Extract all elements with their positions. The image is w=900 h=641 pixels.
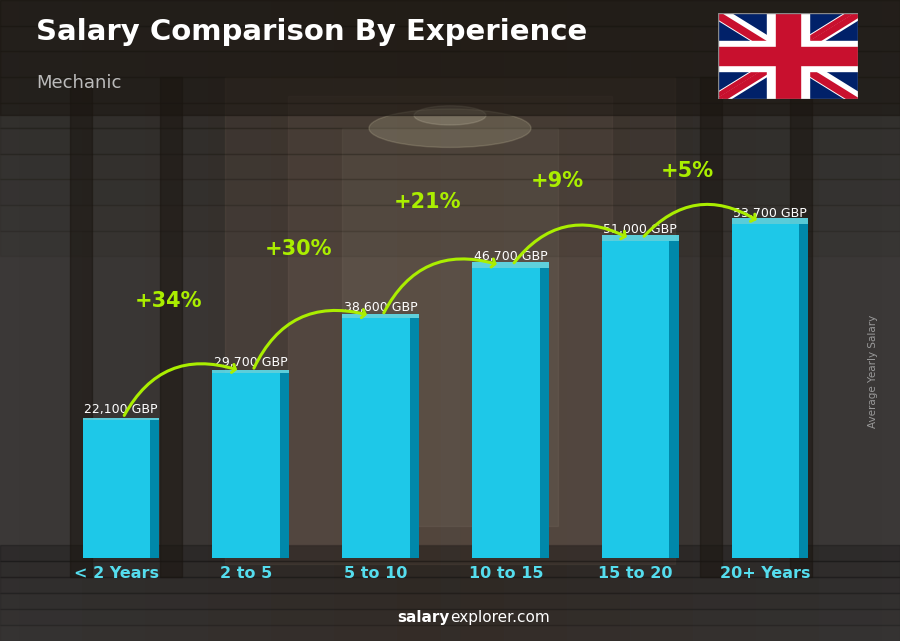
Text: +34%: +34% bbox=[135, 291, 202, 311]
Bar bbox=[0, 577, 900, 593]
Ellipse shape bbox=[369, 109, 531, 147]
Bar bbox=[0, 625, 900, 641]
Bar bbox=[441, 0, 900, 641]
Text: 51,000 GBP: 51,000 GBP bbox=[603, 224, 677, 237]
Text: 53,700 GBP: 53,700 GBP bbox=[734, 206, 807, 220]
Bar bbox=[504, 0, 900, 641]
Bar bbox=[0, 0, 396, 641]
Bar bbox=[630, 0, 900, 641]
Polygon shape bbox=[472, 262, 549, 267]
Bar bbox=[0, 561, 900, 577]
Bar bbox=[0, 609, 900, 625]
Bar bbox=[342, 318, 410, 558]
Bar bbox=[0, 51, 900, 77]
Bar bbox=[0, 0, 18, 641]
Text: 29,700 GBP: 29,700 GBP bbox=[214, 356, 288, 369]
Bar bbox=[790, 77, 812, 577]
Bar bbox=[602, 241, 670, 558]
Bar bbox=[567, 0, 900, 641]
Bar bbox=[767, 13, 809, 99]
Bar bbox=[0, 179, 900, 205]
Bar bbox=[83, 420, 150, 558]
Bar bbox=[0, 77, 900, 103]
Polygon shape bbox=[150, 420, 159, 558]
Bar bbox=[732, 224, 799, 558]
Bar bbox=[693, 0, 900, 641]
Bar bbox=[0, 0, 207, 641]
Text: salary: salary bbox=[398, 610, 450, 625]
Text: Salary Comparison By Experience: Salary Comparison By Experience bbox=[36, 18, 587, 46]
Bar bbox=[700, 77, 722, 577]
Bar bbox=[0, 545, 900, 561]
Ellipse shape bbox=[414, 106, 486, 125]
Bar bbox=[0, 205, 900, 231]
Bar bbox=[160, 77, 182, 577]
Polygon shape bbox=[732, 218, 808, 224]
Bar bbox=[718, 41, 858, 71]
Bar bbox=[0, 154, 900, 179]
Bar bbox=[0, 103, 900, 128]
Polygon shape bbox=[799, 224, 808, 558]
Text: explorer.com: explorer.com bbox=[450, 610, 550, 625]
Bar bbox=[70, 77, 92, 577]
Bar bbox=[212, 373, 280, 558]
Text: +5%: +5% bbox=[662, 160, 715, 181]
Polygon shape bbox=[212, 370, 289, 373]
Bar bbox=[0, 231, 900, 256]
Polygon shape bbox=[342, 313, 418, 318]
Bar bbox=[0, 0, 81, 641]
Text: +30%: +30% bbox=[265, 239, 332, 259]
Text: Average Yearly Salary: Average Yearly Salary bbox=[868, 315, 878, 428]
Polygon shape bbox=[83, 418, 159, 420]
Bar bbox=[756, 0, 900, 641]
Bar bbox=[0, 593, 900, 609]
Polygon shape bbox=[410, 318, 418, 558]
Polygon shape bbox=[540, 267, 549, 558]
Text: 46,700 GBP: 46,700 GBP bbox=[473, 250, 547, 263]
Polygon shape bbox=[670, 241, 679, 558]
Bar bbox=[0, 0, 900, 115]
Bar bbox=[777, 13, 799, 99]
Text: +9%: +9% bbox=[531, 171, 584, 191]
Bar bbox=[0, 0, 144, 641]
Bar bbox=[472, 267, 540, 558]
Polygon shape bbox=[602, 235, 679, 241]
Bar bbox=[0, 26, 900, 51]
Bar bbox=[0, 0, 333, 641]
Bar bbox=[0, 0, 459, 641]
Bar bbox=[0, 128, 900, 154]
Bar bbox=[819, 0, 900, 641]
Text: 22,100 GBP: 22,100 GBP bbox=[85, 403, 158, 416]
Bar bbox=[0, 0, 900, 26]
Bar bbox=[225, 77, 675, 564]
Text: 38,600 GBP: 38,600 GBP bbox=[344, 301, 418, 313]
Polygon shape bbox=[280, 373, 289, 558]
Bar bbox=[288, 96, 612, 545]
Bar bbox=[342, 128, 558, 526]
Text: Mechanic: Mechanic bbox=[36, 74, 122, 92]
Text: +21%: +21% bbox=[394, 192, 462, 212]
Bar bbox=[0, 0, 270, 641]
Bar bbox=[718, 47, 858, 65]
Bar bbox=[882, 0, 900, 641]
